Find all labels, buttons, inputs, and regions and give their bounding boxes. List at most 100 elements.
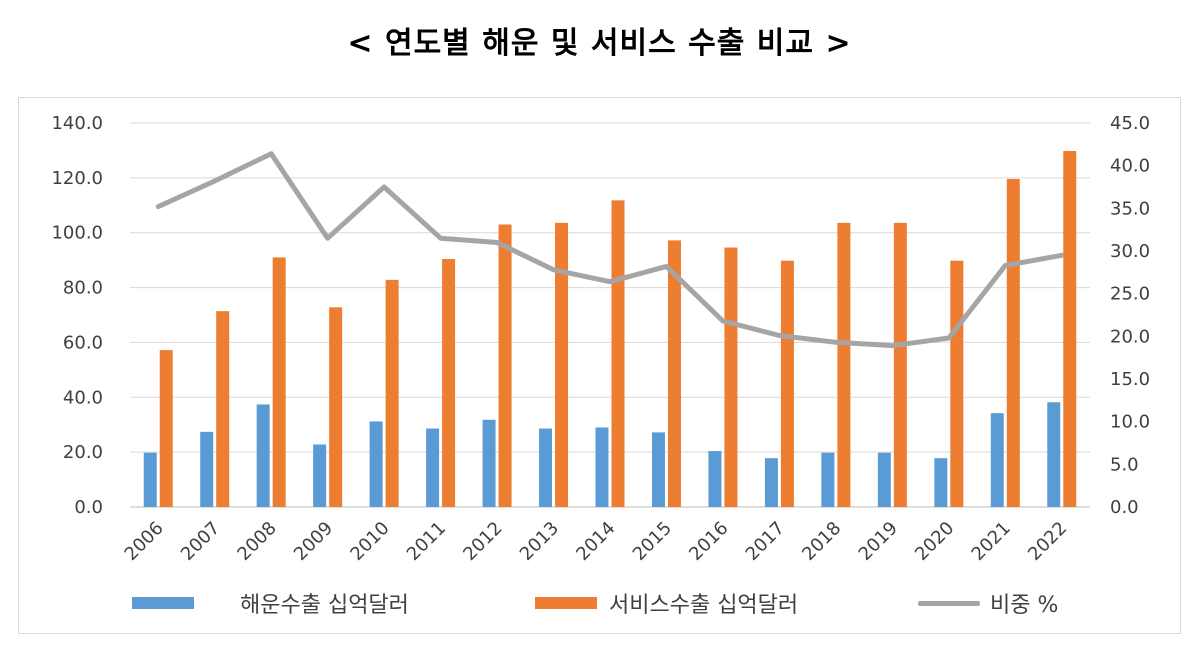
left-axis-tick-label: 80.0 <box>63 278 103 299</box>
ratio-point <box>439 236 443 240</box>
ratio-point <box>552 268 556 272</box>
bar-shipping <box>482 419 496 507</box>
bar-shipping <box>595 427 609 507</box>
ratio-point <box>326 236 330 240</box>
x-axis-tick-label: 2019 <box>855 518 902 565</box>
legend-label-shipping: 해운수출 십억달러 <box>240 593 409 618</box>
x-axis-tick-label: 2022 <box>1024 518 1071 565</box>
x-axis-tick-label: 2006 <box>121 518 168 565</box>
chart-frame <box>18 97 1181 634</box>
bar-shipping <box>821 452 835 507</box>
right-axis-tick-label: 40.0 <box>1110 156 1150 177</box>
bar-shipping <box>1047 402 1061 507</box>
bar-shipping <box>539 428 553 507</box>
x-axis-tick-label: 2007 <box>177 518 224 565</box>
bar-shipping <box>877 452 891 507</box>
x-axis-tick-label: 2012 <box>459 518 506 565</box>
left-axis-tick-label: 100.0 <box>51 223 103 244</box>
legend-label-services: 서비스수출 십억달러 <box>609 593 799 618</box>
bar-services <box>611 200 625 507</box>
bar-services <box>893 222 907 507</box>
gridlines <box>130 122 1090 508</box>
bar-services <box>442 259 456 507</box>
legend-swatch-ratio <box>918 600 980 606</box>
bar-shipping <box>256 404 270 507</box>
ratio-point <box>269 152 273 156</box>
bar-services <box>1006 178 1020 507</box>
x-axis-tick-label: 2018 <box>798 518 845 565</box>
ratio-point <box>213 179 217 183</box>
x-axis-tick-label: 2009 <box>290 518 337 565</box>
right-axis: 0.0 5.0 10.0 15.0 20.0 25.0 30.0 35.0 40.0 45.0 <box>1110 113 1150 518</box>
bar-shipping <box>708 451 722 507</box>
x-axis-tick-label: 2008 <box>233 518 280 565</box>
left-axis-tick-label: 120.0 <box>51 168 103 189</box>
ratio-point <box>834 340 838 344</box>
right-axis-tick-label: 5.0 <box>1110 454 1139 475</box>
left-axis-tick-label: 0.0 <box>74 497 103 518</box>
right-axis-tick-label: 15.0 <box>1110 369 1150 390</box>
left-axis: 0.0 20.0 40.0 60.0 80.0 100.0 120.0 140.0 <box>51 113 103 518</box>
bar-shipping <box>200 431 214 507</box>
x-axis-tick-label: 2011 <box>403 518 450 565</box>
ratio-point <box>156 205 160 209</box>
bar-shipping <box>369 421 383 507</box>
ratio-point <box>1060 253 1064 257</box>
legend-label-ratio: 비중 % <box>990 593 1059 618</box>
bar-shipping <box>990 413 1004 507</box>
ratio-line-group <box>155 151 1065 349</box>
bar-group <box>143 150 1077 508</box>
right-axis-tick-label: 0.0 <box>1110 497 1139 518</box>
legend-shipping: 해운수출 십억달러 <box>132 590 409 618</box>
ratio-point <box>777 333 781 337</box>
bar-services <box>498 224 512 507</box>
x-axis-tick-label: 2016 <box>685 518 732 565</box>
bar-services <box>555 222 569 507</box>
x-axis-tick-label: 2020 <box>911 518 958 565</box>
bar-services <box>837 222 851 507</box>
legend-swatch-services <box>535 597 597 609</box>
x-axis-tick-label: 2017 <box>742 518 789 565</box>
right-axis-tick-label: 45.0 <box>1110 113 1150 134</box>
ratio-point <box>664 264 668 268</box>
bar-shipping <box>426 428 440 507</box>
ratio-point <box>608 280 612 284</box>
bar-services <box>385 279 399 507</box>
right-axis-tick-label: 30.0 <box>1110 241 1150 262</box>
bar-services <box>780 260 794 507</box>
bar-shipping <box>143 452 157 507</box>
x-axis-tick-label: 2014 <box>572 518 619 565</box>
bar-shipping <box>651 432 665 507</box>
chart-title: < 연도별 해운 및 서비스 수출 비교 > <box>347 26 852 61</box>
legend-swatch-shipping <box>132 597 194 609</box>
ratio-point <box>382 185 386 189</box>
bar-shipping <box>313 444 327 507</box>
right-axis-tick-label: 20.0 <box>1110 326 1150 347</box>
left-axis-tick-label: 40.0 <box>63 387 103 408</box>
legend-ratio: 비중 % <box>918 590 1059 618</box>
ratio-point <box>495 240 499 244</box>
left-axis-tick-label: 20.0 <box>63 442 103 463</box>
right-axis-tick-label: 25.0 <box>1110 284 1150 305</box>
bar-shipping <box>764 458 778 507</box>
ratio-point <box>721 319 725 323</box>
bar-services <box>1063 150 1077 507</box>
ratio-line <box>155 151 1065 349</box>
ratio-point <box>890 344 894 348</box>
bar-services <box>950 260 964 507</box>
bar-services <box>216 311 230 507</box>
x-axis: 2006 2007 2008 2009 2010 2011 2012 2013 2014 2015… <box>121 518 1072 565</box>
x-axis-tick-label: 2021 <box>968 518 1015 565</box>
x-axis-tick-label: 2010 <box>346 518 393 565</box>
bar-services <box>667 240 681 507</box>
ratio-point <box>1003 264 1007 268</box>
bar-services <box>159 350 173 507</box>
right-axis-tick-label: 35.0 <box>1110 198 1150 219</box>
bar-services <box>724 247 738 508</box>
ratio-point <box>947 336 951 340</box>
bar-services <box>329 307 343 507</box>
bar-shipping <box>934 458 948 507</box>
x-axis-tick-label: 2013 <box>516 518 563 565</box>
x-axis-tick-label: 2015 <box>629 518 676 565</box>
